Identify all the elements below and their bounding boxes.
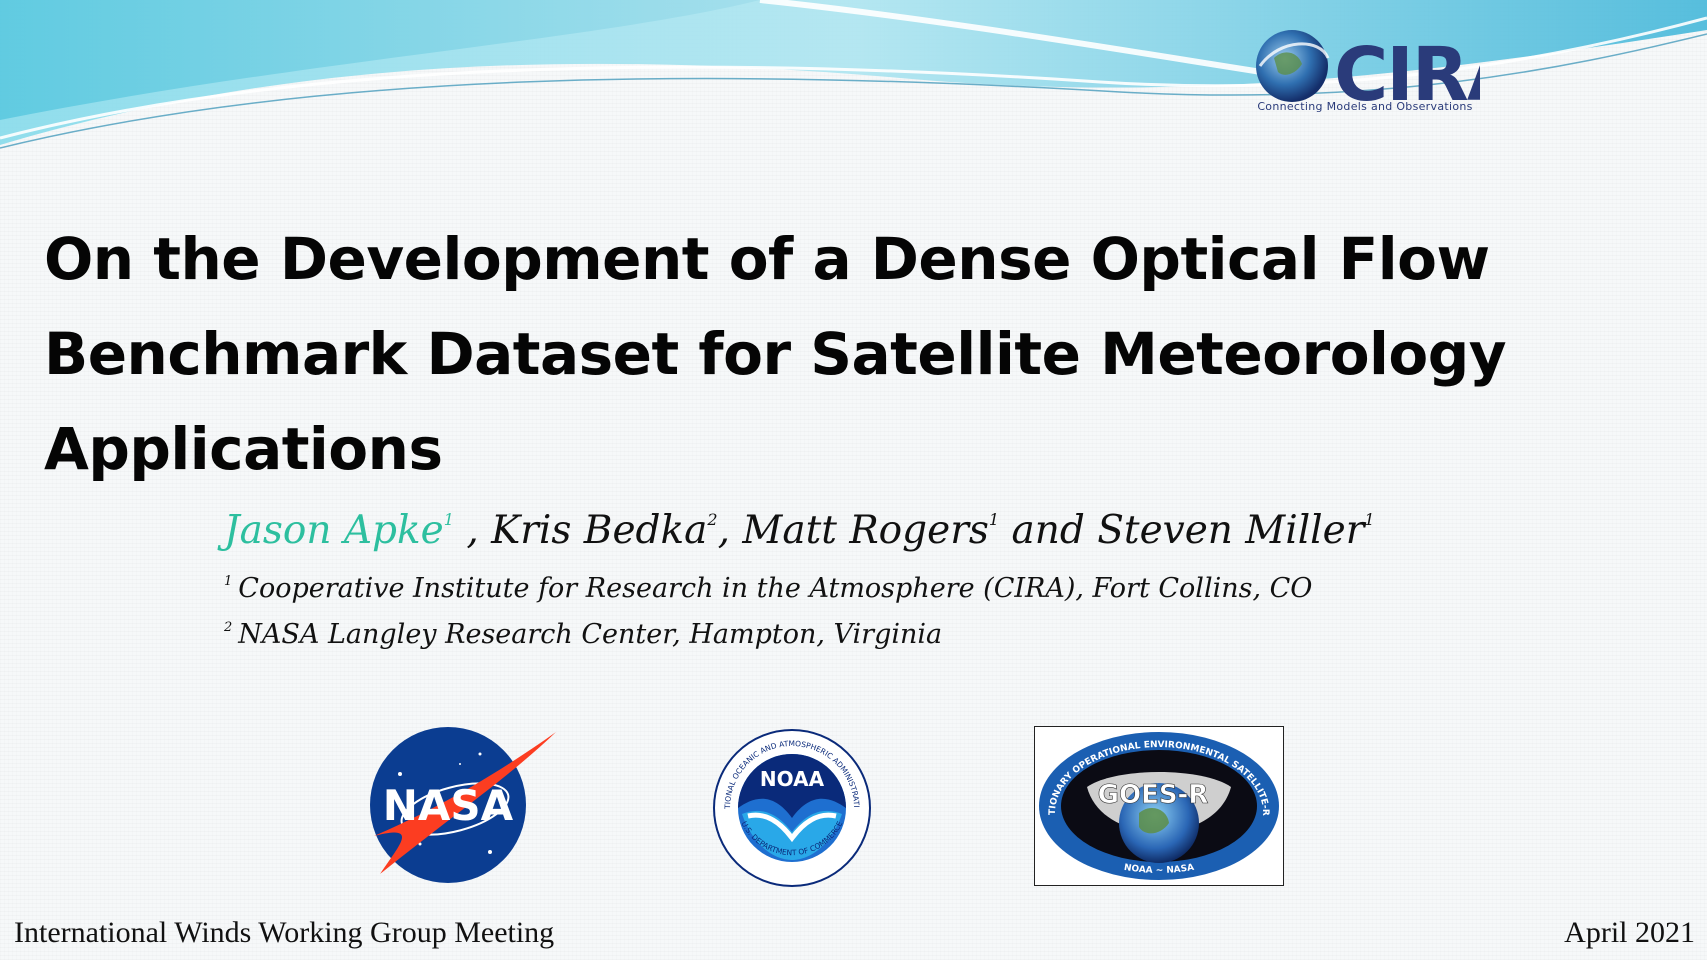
author-separator: ,: [717, 508, 743, 553]
cira-tagline: Connecting Models and Observations: [1257, 100, 1473, 113]
svg-text:NOAA ~ NASA: NOAA ~ NASA: [1123, 863, 1195, 876]
title-line-3: Applications: [44, 415, 443, 483]
nasa-logo: NASA: [370, 727, 556, 883]
cira-logo: CIRA: [1256, 30, 1480, 118]
author-separator: ,: [453, 508, 492, 553]
author-separator: and: [999, 508, 1098, 553]
slide-title: On the Development of a Dense Optical Fl…: [44, 212, 1604, 497]
title-line-1: On the Development of a Dense Optical Fl…: [44, 225, 1490, 293]
author-3: Matt Rogers1: [742, 508, 1000, 553]
author-list: Jason Apke1 , Kris Bedka2, Matt Rogers1 …: [224, 508, 1375, 553]
noaa-logo: NOAA NATIONAL OCEANIC AND ATMOSPHERIC AD…: [712, 728, 871, 887]
svg-text:NOAA: NOAA: [760, 767, 825, 791]
footer-meeting-name: International Winds Working Group Meetin…: [14, 916, 555, 949]
title-line-2: Benchmark Dataset for Satellite Meteorol…: [44, 320, 1507, 388]
footer-date: April 2021: [1564, 916, 1695, 949]
svg-text:NASA: NASA: [383, 781, 514, 830]
svg-text:CIRA: CIRA: [1334, 32, 1480, 118]
author-4: Steven Miller1: [1097, 508, 1375, 553]
affiliation-1: 1 Cooperative Institute for Research in t…: [224, 573, 1313, 604]
goes-r-logo: GOES-R GEOSTATIONARY OPERATIONAL ENVIRON…: [1034, 726, 1284, 886]
lead-author: Jason Apke1: [224, 508, 454, 553]
affiliation-2: 2 NASA Langley Research Center, Hampton, …: [224, 619, 943, 650]
svg-text:GOES-R: GOES-R: [1098, 780, 1209, 810]
author-2: Kris Bedka2: [491, 508, 718, 553]
